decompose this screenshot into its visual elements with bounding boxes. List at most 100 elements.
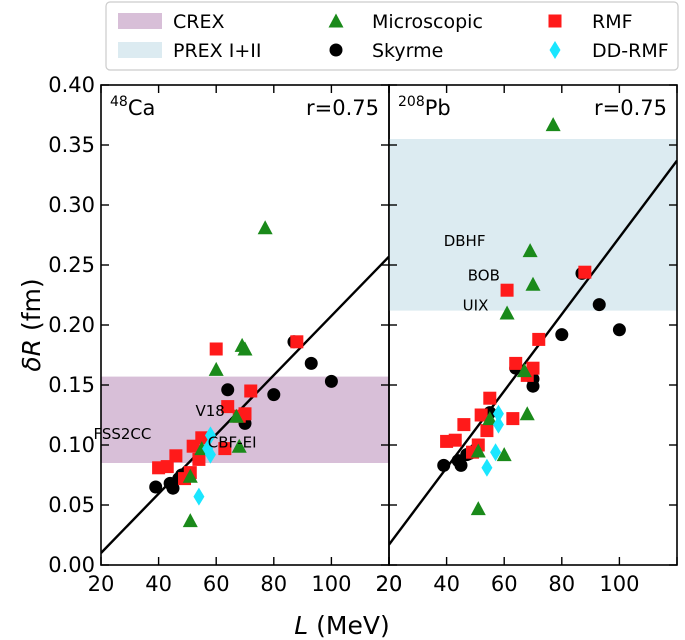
annotation-bob: BOB (468, 267, 500, 285)
data-point (499, 305, 515, 320)
legend-marker-rmf (548, 14, 562, 28)
data-point (506, 412, 520, 426)
data-point (193, 487, 205, 506)
data-point (509, 356, 523, 370)
data-point (231, 438, 247, 453)
data-point (545, 117, 561, 132)
data-point (492, 404, 504, 423)
panel-plot-area (101, 220, 389, 554)
data-point (257, 220, 273, 235)
x-tick-label: 20 (376, 572, 403, 596)
legend-marker-microscopic (328, 13, 344, 28)
y-tick-label: 0.25 (48, 253, 95, 277)
data-point (160, 460, 174, 474)
legend-label-prex-i-ii: PREX I+II (173, 40, 261, 62)
x-tick-label: 100 (599, 572, 639, 596)
legend-label-dd-rmf: DD-RMF (592, 40, 669, 62)
data-point (481, 458, 493, 477)
legend: CREX PREX I+II Microscopic Skyrme RMF DD-RMF (105, 1, 679, 71)
data-point (204, 426, 216, 445)
panel-correlation-label: r=0.75 (594, 96, 667, 120)
y-tick-label: 0.40 (48, 73, 95, 97)
x-tick-label: 20 (376, 572, 403, 596)
data-point (483, 391, 497, 405)
data-point (555, 328, 569, 342)
legend-swatch-prex-i-ii (118, 42, 162, 58)
data-point (522, 243, 538, 258)
legend-label-rmf: RMF (592, 11, 633, 33)
y-tick-label: 0.15 (48, 373, 95, 397)
data-point (192, 452, 206, 466)
data-point (244, 384, 258, 398)
data-point (237, 341, 253, 356)
data-point (496, 447, 512, 462)
data-point (208, 361, 224, 376)
series-rmf (440, 265, 592, 459)
legend-frame (105, 1, 679, 71)
data-point (470, 501, 486, 516)
data-point (324, 374, 338, 388)
panel-nucleus-label: 48Ca (110, 94, 155, 120)
panel-pb208: DBHF BOB UIX 20 40 60 80 100 208Pb r=0.75 (376, 84, 678, 596)
data-point (592, 298, 606, 312)
data-point (519, 406, 535, 421)
data-point (474, 408, 488, 422)
x-tick-label: 80 (548, 572, 575, 596)
x-tick-label: 100 (311, 572, 351, 596)
x-tick-label: 60 (491, 572, 518, 596)
fit-line (101, 255, 389, 554)
data-point (454, 458, 468, 472)
data-point (221, 400, 235, 414)
y-tick-label: 0.00 (48, 553, 95, 577)
data-point (238, 407, 252, 421)
x-tick-label: 40 (145, 572, 172, 596)
legend-marker-skyrme (329, 43, 343, 57)
data-point (492, 415, 504, 434)
data-point (457, 418, 471, 432)
y-tick-label: 0.20 (48, 313, 95, 337)
legend-label-microscopic: Microscopic (372, 11, 483, 33)
data-point (490, 443, 502, 462)
annotation-uix: UIX (463, 297, 489, 315)
data-point (149, 480, 163, 494)
data-point (182, 468, 198, 483)
data-point (612, 323, 626, 337)
x-axis-label: L (MeV) (294, 611, 389, 640)
data-point (290, 335, 304, 349)
annotation-fss2cc: FSS2CC (93, 425, 151, 443)
data-point (516, 363, 532, 378)
data-point (482, 411, 498, 426)
y-tick-label: 0.10 (48, 433, 95, 457)
fit-line (389, 159, 677, 546)
data-point (578, 265, 592, 279)
data-point (221, 383, 235, 397)
x-tick-label: 60 (203, 572, 230, 596)
data-point (526, 361, 540, 375)
data-point (182, 513, 198, 528)
data-point (267, 388, 281, 402)
series-dd-rmf (481, 404, 504, 477)
y-tick-label: 0.30 (48, 193, 95, 217)
data-point (525, 276, 541, 291)
data-point (218, 442, 232, 456)
panel-nucleus-label: 208Pb (398, 94, 451, 120)
panel-plot-area (389, 117, 677, 546)
data-point (209, 342, 223, 356)
annotation-cbf-ei: CBF-EI (208, 433, 257, 451)
data-point (166, 481, 180, 495)
y-axis-label: δR (fm) (17, 278, 46, 371)
panel-ca48: FSS2CC V18 CBF-EI 0.00 0.05 0.10 0.15 0.20 0.25 0… (48, 73, 402, 596)
y-tick-label: 0.35 (48, 133, 95, 157)
x-tick-label: 20 (88, 572, 115, 596)
data-point (448, 433, 462, 447)
series-dd-rmf (193, 426, 216, 506)
legend-marker-dd-rmf (549, 41, 561, 59)
series-microscopic (182, 220, 273, 528)
x-tick-label: 40 (433, 572, 460, 596)
series-microscopic (470, 117, 561, 516)
annotation-v18: V18 (195, 402, 224, 420)
data-point (437, 458, 451, 472)
data-point (204, 445, 216, 464)
data-point (195, 431, 209, 445)
